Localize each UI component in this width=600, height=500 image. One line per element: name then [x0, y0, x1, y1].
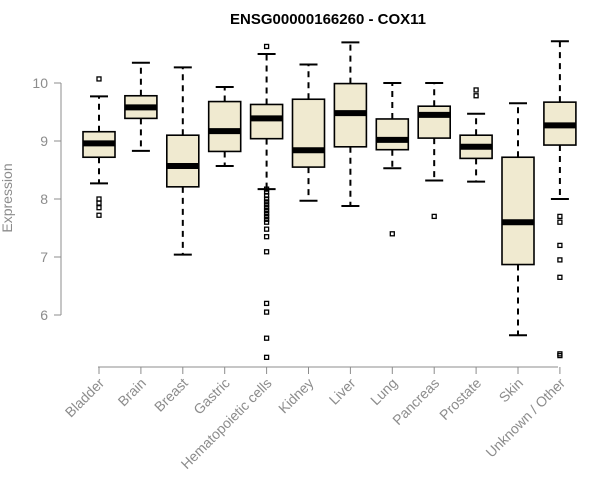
- y-axis-label: Expression: [0, 163, 15, 232]
- outlier-point: [263, 219, 270, 225]
- outlier-point: [96, 196, 102, 202]
- outlier-point: [263, 226, 270, 232]
- outlier-point: [263, 309, 270, 315]
- outlier-point: [557, 257, 563, 263]
- x-tick-label: Brain: [115, 375, 149, 409]
- x-tick-label: Breast: [151, 375, 191, 415]
- outlier-point: [263, 300, 270, 307]
- box-skin: [501, 102, 535, 337]
- iqr-box: [207, 100, 242, 153]
- iqr-box: [375, 118, 410, 151]
- iqr-box: [249, 103, 284, 140]
- outlier-point: [473, 93, 479, 99]
- outlier-point: [557, 352, 563, 359]
- x-tick-label: Lung: [367, 375, 400, 408]
- outlier-point: [557, 242, 563, 249]
- box-pancreas: [417, 82, 452, 220]
- outlier-point: [557, 219, 563, 225]
- box-gastric: [207, 86, 242, 167]
- outlier-point: [263, 186, 270, 192]
- iqr-box: [417, 105, 452, 139]
- outlier-point: [263, 199, 270, 205]
- box-prostate: [459, 87, 493, 183]
- outlier-point: [557, 274, 563, 280]
- outlier-point: [431, 213, 437, 220]
- box-hematopoietic-cells: [249, 43, 284, 360]
- y-tick-label: 10: [32, 75, 48, 91]
- outlier-point: [96, 205, 102, 211]
- box-lung: [375, 82, 410, 237]
- box-brain: [124, 61, 158, 152]
- outlier-point: [263, 354, 270, 360]
- outlier-point: [263, 213, 270, 220]
- iqr-box: [291, 98, 326, 168]
- outlier-point: [96, 76, 102, 82]
- y-tick-label: 7: [40, 249, 48, 265]
- x-tick-label: Pancreas: [389, 375, 442, 428]
- outlier-point: [263, 202, 270, 208]
- outlier-point: [263, 335, 270, 341]
- outlier-point: [263, 196, 270, 202]
- box-breast: [166, 66, 200, 256]
- x-tick-label: Kidney: [275, 375, 317, 417]
- chart-title: ENSG00000166260 - COX11: [230, 11, 426, 28]
- iqr-box: [501, 156, 535, 266]
- x-tick-label: Bladder: [62, 375, 108, 421]
- outlier-point: [473, 87, 479, 93]
- outlier-point: [263, 43, 270, 50]
- boxes-group: [82, 40, 577, 360]
- outlier-point: [263, 216, 270, 222]
- outlier-point: [263, 207, 270, 214]
- outlier-point: [263, 205, 270, 211]
- outlier-point: [263, 210, 270, 217]
- outlier-point: [96, 212, 102, 218]
- box-kidney: [291, 63, 326, 202]
- y-tick-label: 8: [40, 191, 48, 207]
- box-bladder: [82, 76, 116, 218]
- y-tick-label: 9: [40, 133, 48, 149]
- y-axis-ticks: 6 7 8 9 10: [32, 75, 61, 323]
- outlier-point: [96, 200, 102, 206]
- box-liver: [333, 41, 368, 207]
- outlier-point: [263, 249, 270, 255]
- x-tick-label: Liver: [326, 375, 359, 408]
- x-tick-label: Prostate: [436, 375, 484, 423]
- outlier-point: [557, 213, 563, 220]
- outlier-point: [389, 231, 395, 237]
- x-tick-label: Unknown / Other: [482, 375, 568, 461]
- y-tick-label: 6: [40, 307, 48, 323]
- outlier-point: [263, 234, 270, 240]
- box-unknown-other: [543, 40, 577, 359]
- iqr-box: [166, 134, 200, 188]
- x-tick-label: Skin: [496, 375, 527, 406]
